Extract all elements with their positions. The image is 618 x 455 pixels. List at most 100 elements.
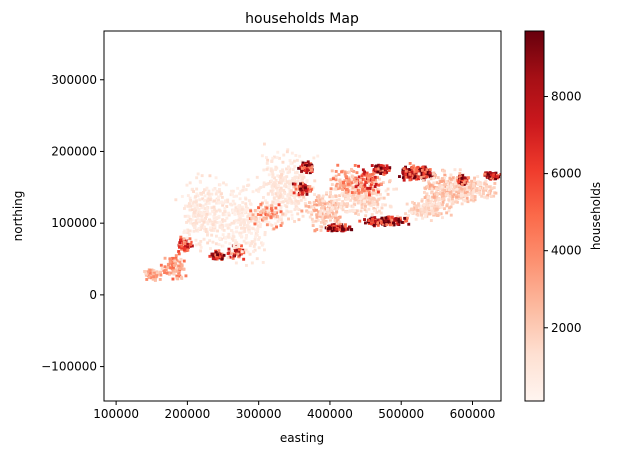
heatmap-cell xyxy=(491,174,495,178)
heatmap-cell xyxy=(371,192,375,195)
heatmap-cell xyxy=(481,189,485,193)
heatmap-cell xyxy=(262,217,266,221)
heatmap-cell xyxy=(173,259,177,263)
heatmap-cell xyxy=(462,198,465,202)
heatmap-cell xyxy=(331,212,335,216)
heatmap-cell xyxy=(363,202,366,206)
heatmap-cell xyxy=(357,193,361,197)
heatmap-cell xyxy=(215,189,219,193)
heatmap-cell xyxy=(384,219,388,222)
heatmap-cell xyxy=(183,214,187,218)
heatmap-cell xyxy=(272,227,276,231)
heatmap-cell xyxy=(467,185,471,189)
heatmap-cell xyxy=(455,200,459,204)
heatmap-cell xyxy=(230,229,233,232)
heatmap-cell xyxy=(345,183,349,187)
heatmap-cell xyxy=(406,172,410,176)
heatmap-cell xyxy=(432,195,436,199)
heatmap-cell xyxy=(145,278,149,281)
heatmap-cell xyxy=(310,163,313,167)
heatmap-cell xyxy=(300,172,304,176)
heatmap-cell xyxy=(263,248,266,252)
heatmap-cell xyxy=(305,171,309,174)
heatmap-cell xyxy=(244,236,248,240)
heatmap-cell xyxy=(397,217,400,221)
heatmap-cell xyxy=(273,202,277,205)
heatmap-cell xyxy=(288,201,292,204)
heatmap-cell xyxy=(357,187,361,191)
heatmap-cell xyxy=(283,204,287,207)
heatmap-cell xyxy=(317,210,321,214)
heatmap-cell xyxy=(313,202,317,206)
heatmap-cell xyxy=(287,185,291,189)
heatmap-cell xyxy=(299,179,303,183)
heatmap-cell xyxy=(239,213,243,217)
heatmap-cell xyxy=(409,208,413,212)
heatmap-cell xyxy=(452,193,456,197)
heatmap-cell xyxy=(376,170,380,174)
heatmap-cell xyxy=(282,153,286,157)
heatmap-cell xyxy=(266,158,270,162)
heatmap-cell xyxy=(469,184,473,187)
heatmap-cell xyxy=(437,181,441,185)
heatmap-cell xyxy=(297,218,301,222)
heatmap-cell xyxy=(435,195,439,199)
heatmap-cell xyxy=(453,179,457,183)
heatmap-cell xyxy=(447,188,451,192)
heatmap-cell xyxy=(484,186,487,190)
heatmap-cell xyxy=(211,240,215,244)
heatmap-cell xyxy=(204,215,208,218)
heatmap-cell xyxy=(190,208,194,212)
heatmap-cell xyxy=(146,270,150,274)
heatmap-cell xyxy=(247,199,251,203)
colorbar-tick-label: 4000 xyxy=(551,244,582,258)
heatmap-cell xyxy=(390,223,394,227)
heatmap-cell xyxy=(386,192,390,196)
heatmap-cell xyxy=(236,252,240,256)
heatmap-cell xyxy=(370,182,373,186)
heatmap-cell xyxy=(408,176,412,179)
heatmap-cell xyxy=(330,183,334,186)
heatmap-cell xyxy=(432,181,436,185)
heatmap-cell xyxy=(151,273,155,277)
heatmap-cell xyxy=(443,207,446,211)
heatmap-cell xyxy=(188,196,192,200)
heatmap-cell xyxy=(203,225,206,229)
heatmap-cell xyxy=(221,218,225,222)
heatmap-cell xyxy=(274,168,278,171)
heatmap-cell xyxy=(310,210,314,214)
heatmap-cell xyxy=(315,213,319,217)
heatmap-cell xyxy=(449,178,453,181)
heatmap-cell xyxy=(214,242,218,246)
heatmap-cell xyxy=(328,213,332,217)
heatmap-cell xyxy=(455,190,459,194)
heatmap-cell xyxy=(204,227,208,231)
heatmap-cell xyxy=(300,194,304,198)
heatmap-cell xyxy=(242,239,246,243)
heatmap-cell xyxy=(289,180,292,183)
heatmap-cell xyxy=(460,202,464,206)
heatmap-cell xyxy=(241,214,245,217)
heatmap-cell xyxy=(350,181,354,185)
heatmap-cell xyxy=(293,208,297,211)
heatmap-cell xyxy=(208,239,212,243)
heatmap-cell xyxy=(193,222,196,225)
heatmap-cell xyxy=(416,166,420,170)
heatmap-cell xyxy=(226,256,230,260)
heatmap-cell xyxy=(220,226,224,230)
heatmap-cell xyxy=(356,200,360,204)
heatmap-cell xyxy=(212,252,216,256)
heatmap-cell xyxy=(441,191,445,195)
heatmap-cell xyxy=(376,223,380,227)
heatmap-cell xyxy=(271,156,275,160)
heatmap-cell xyxy=(420,209,423,213)
heatmap-cell xyxy=(457,195,460,199)
heatmap-cell xyxy=(188,237,192,241)
heatmap-cell xyxy=(371,218,374,221)
heatmap-cell xyxy=(235,225,239,229)
heatmap-cell xyxy=(411,200,414,204)
heatmap-cell xyxy=(324,215,327,219)
heatmap-cell xyxy=(170,267,174,271)
heatmap-cell xyxy=(488,171,492,174)
heatmap-cell xyxy=(326,229,330,232)
